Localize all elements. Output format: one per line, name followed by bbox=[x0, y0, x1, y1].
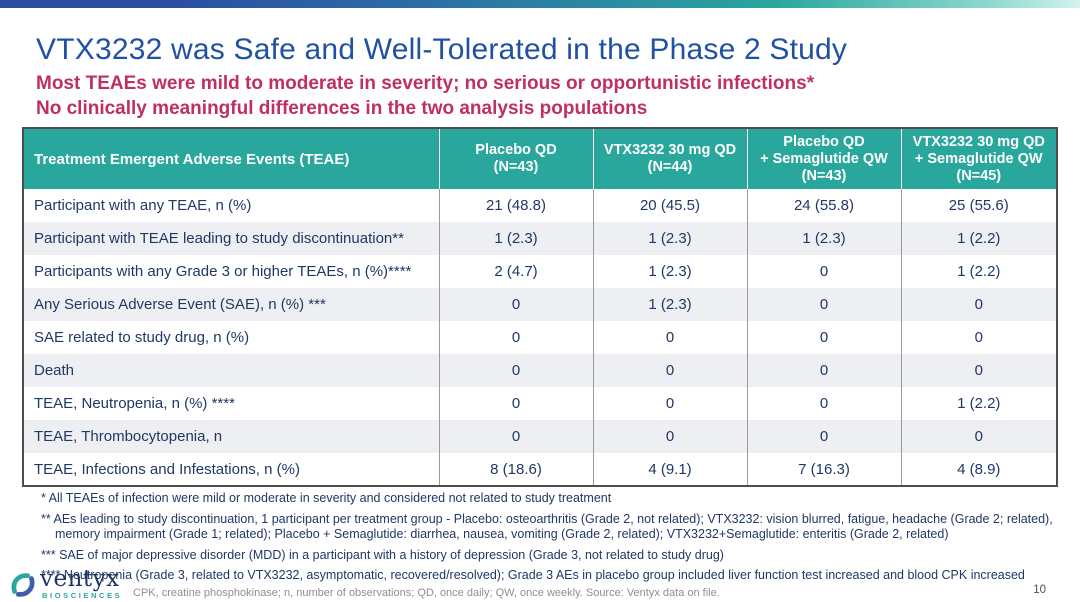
table-header-row: Treatment Emergent Adverse Events (TEAE)… bbox=[23, 128, 1057, 189]
header-line: Placebo QD bbox=[783, 133, 865, 150]
value-cell: 0 bbox=[900, 420, 1057, 453]
value-cell: 1 (2.2) bbox=[900, 255, 1057, 288]
value-cell: 0 bbox=[900, 288, 1057, 321]
value-cell: 4 (8.9) bbox=[900, 453, 1057, 486]
top-accent-bar bbox=[0, 0, 1080, 8]
value-cell: 1 (2.3) bbox=[438, 222, 593, 255]
footnotes-block: * All TEAEs of infection were mild or mo… bbox=[31, 491, 1057, 589]
row-label-cell: TEAE, Infections and Infestations, n (%) bbox=[34, 460, 300, 478]
table-row: SAE related to study drug, n (%) 0 0 0 0 bbox=[23, 321, 1057, 354]
teae-table: Treatment Emergent Adverse Events (TEAE)… bbox=[22, 127, 1058, 487]
value-cell: 21 (48.8) bbox=[438, 189, 593, 222]
value-cell: 0 bbox=[438, 387, 593, 420]
table-row: TEAE, Thrombocytopenia, n 0 0 0 0 bbox=[23, 420, 1057, 453]
value-cell: 4 (9.1) bbox=[592, 453, 747, 486]
footnote-3: *** SAE of major depressive disorder (MD… bbox=[41, 547, 724, 562]
column-header-placebo-qd: Placebo QD (N=43) bbox=[438, 128, 593, 189]
header-line: (N=43) bbox=[801, 167, 847, 184]
value-cell: 0 bbox=[746, 420, 901, 453]
value-cell: 0 bbox=[438, 420, 593, 453]
row-label-cell: TEAE, Thrombocytopenia, n bbox=[34, 428, 223, 445]
value-cell: 24 (55.8) bbox=[746, 189, 901, 222]
value-cell: 0 bbox=[438, 354, 593, 387]
value-cell: 1 (2.3) bbox=[746, 222, 901, 255]
value-cell: 0 bbox=[438, 288, 593, 321]
value-cell: 1 (2.3) bbox=[592, 288, 747, 321]
page-title: VTX3232 was Safe and Well-Tolerated in t… bbox=[36, 33, 848, 66]
column-header-teae: Treatment Emergent Adverse Events (TEAE) bbox=[23, 128, 439, 189]
logo-wordmark: ventyx bbox=[40, 566, 120, 592]
table-row: TEAE, Infections and Infestations, n (%)… bbox=[23, 453, 1057, 486]
value-cell: 8 (18.6) bbox=[438, 453, 593, 486]
column-header-vtx3232-semaglutide: VTX3232 30 mg QD + Semaglutide QW (N=45) bbox=[900, 128, 1057, 189]
table-row: Participants with any Grade 3 or higher … bbox=[23, 255, 1057, 288]
value-cell: 25 (55.6) bbox=[900, 189, 1057, 222]
value-cell: 0 bbox=[592, 387, 747, 420]
header-line: (N=45) bbox=[956, 167, 1002, 184]
header-line: (N=44) bbox=[647, 159, 693, 175]
subtitle-line-1: Most TEAEs were mild to moderate in seve… bbox=[36, 73, 815, 94]
row-label-cell: Participant with TEAE leading to study d… bbox=[34, 230, 404, 247]
header-line: + Semaglutide QW bbox=[760, 150, 888, 167]
logo-subtitle: BIOSCIENCES bbox=[42, 591, 123, 600]
value-cell: 0 bbox=[746, 354, 901, 387]
header-line: Placebo QD bbox=[475, 142, 557, 158]
value-cell: 0 bbox=[746, 387, 901, 420]
value-cell: 0 bbox=[900, 354, 1057, 387]
value-cell: 2 (4.7) bbox=[438, 255, 593, 288]
header-line: + Semaglutide QW bbox=[914, 150, 1043, 167]
row-label-cell: SAE related to study drug, n (%) bbox=[34, 329, 250, 346]
value-cell: 0 bbox=[592, 420, 747, 453]
row-label-cell: Any Serious Adverse Event (SAE), n (%) *… bbox=[34, 296, 326, 313]
value-cell: 0 bbox=[592, 354, 747, 387]
table-row: TEAE, Neutropenia, n (%) **** 0 0 0 1 (2… bbox=[23, 387, 1057, 420]
value-cell: 1 (2.2) bbox=[900, 387, 1057, 420]
footnote-2: ** AEs leading to study discontinuation,… bbox=[41, 511, 1053, 542]
column-header-placebo-semaglutide: Placebo QD + Semaglutide QW (N=43) bbox=[746, 128, 901, 189]
row-label-cell: TEAE, Neutropenia, n (%) **** bbox=[34, 395, 235, 412]
row-label-cell: Participants with any Grade 3 or higher … bbox=[34, 263, 412, 280]
table-row: Any Serious Adverse Event (SAE), n (%) *… bbox=[23, 288, 1057, 321]
logo-text: ventyx BIOSCIENCES bbox=[40, 566, 123, 601]
value-cell: 0 bbox=[592, 321, 747, 354]
row-label-cell: Death bbox=[34, 362, 75, 379]
value-cell: 20 (45.5) bbox=[592, 189, 747, 222]
value-cell: 0 bbox=[900, 321, 1057, 354]
header-line: VTX3232 30 mg QD bbox=[912, 133, 1045, 150]
column-header-vtx3232-qd: VTX3232 30 mg QD (N=44) bbox=[592, 128, 747, 189]
value-cell: 1 (2.3) bbox=[592, 222, 747, 255]
value-cell: 0 bbox=[746, 255, 901, 288]
footnote-4: **** Neutropenia (Grade 3, related to VT… bbox=[41, 568, 1025, 582]
table-row: Death 0 0 0 0 bbox=[23, 354, 1057, 387]
ventyx-swirl-icon bbox=[11, 573, 35, 597]
table-row: Participant with any TEAE, n (%) 21 (48.… bbox=[23, 189, 1057, 222]
header-line: (N=43) bbox=[493, 159, 539, 175]
ventyx-logo: ventyx BIOSCIENCES bbox=[8, 568, 122, 600]
page-number: 10 bbox=[1033, 584, 1046, 596]
value-cell: 1 (2.3) bbox=[592, 255, 747, 288]
header-line: Treatment Emergent Adverse Events (TEAE) bbox=[34, 150, 350, 168]
subtitle-line-2: No clinically meaningful differences in … bbox=[36, 98, 648, 119]
footer-abbreviations: CPK, creatine phosphokinase; n, number o… bbox=[133, 587, 720, 599]
value-cell: 0 bbox=[746, 288, 901, 321]
header-line: VTX3232 30 mg QD bbox=[603, 142, 737, 158]
row-label-cell: Participant with any TEAE, n (%) bbox=[34, 197, 252, 214]
value-cell: 0 bbox=[746, 321, 901, 354]
table-row: Participant with TEAE leading to study d… bbox=[23, 222, 1057, 255]
footnote-1: * All TEAEs of infection were mild or mo… bbox=[41, 491, 612, 505]
teae-table-container: Treatment Emergent Adverse Events (TEAE)… bbox=[22, 127, 1058, 487]
value-cell: 7 (16.3) bbox=[746, 453, 901, 486]
value-cell: 1 (2.2) bbox=[900, 222, 1057, 255]
value-cell: 0 bbox=[438, 321, 593, 354]
